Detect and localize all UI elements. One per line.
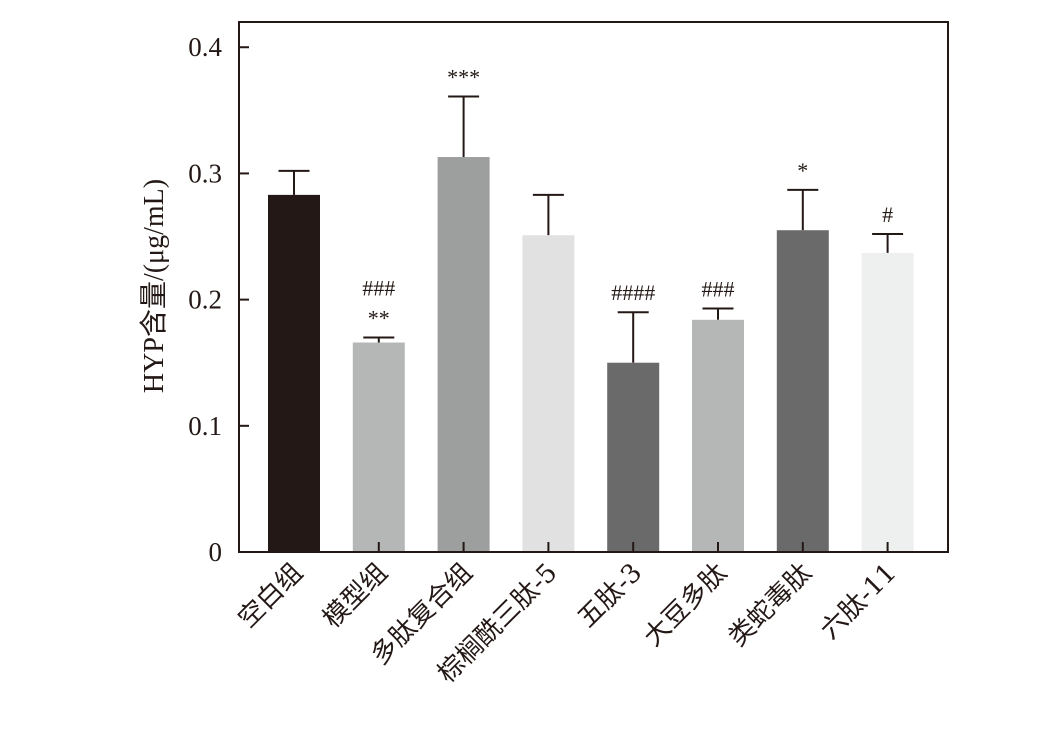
x-tick-label: 空白组 — [233, 558, 309, 634]
bar — [861, 252, 914, 552]
x-tick-label: 大豆多肽 — [638, 558, 733, 653]
bar — [437, 157, 490, 552]
bars-group — [268, 95, 914, 552]
bar — [607, 362, 660, 552]
bar — [268, 194, 320, 552]
y-tick-label: 0 — [209, 537, 223, 567]
bar — [352, 342, 405, 552]
bar — [692, 319, 744, 552]
x-tick-label: 六肽-11 — [815, 558, 903, 646]
y-axis: 0 0.1 0.2 0.3 0.4 — [188, 22, 249, 567]
y-tick-label: 0.2 — [188, 285, 222, 315]
significance-label: # — [882, 202, 893, 227]
significance-label: *** — [447, 64, 480, 89]
bar — [522, 235, 575, 552]
y-axis-label: HYP含量/(μg/mL) — [138, 179, 170, 393]
annotations-group: **###***#### ###*# — [362, 64, 893, 330]
significance-label: #### — [611, 280, 655, 305]
plot-frame — [238, 21, 949, 553]
y-tick-label: 0.4 — [188, 32, 222, 62]
significance-label: ### — [702, 276, 735, 301]
bar — [776, 230, 829, 552]
x-tick-label: 类蛇毒肽 — [723, 558, 818, 653]
x-tick-label: 模型组 — [317, 558, 393, 634]
x-tick-label: 五肽-3 — [572, 558, 648, 634]
y-tick-label: 0.3 — [188, 158, 222, 188]
plot-border — [238, 21, 949, 553]
significance-label: * — [797, 158, 808, 183]
significance-label: ### — [362, 275, 395, 300]
significance-label: ** — [368, 305, 390, 330]
y-tick-label: 0.1 — [188, 411, 222, 441]
